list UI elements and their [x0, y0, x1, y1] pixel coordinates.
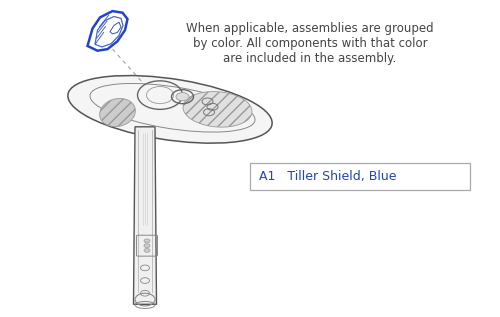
Circle shape: [144, 239, 150, 243]
Circle shape: [144, 244, 150, 248]
Ellipse shape: [183, 92, 252, 127]
Circle shape: [144, 249, 150, 252]
Text: When applicable, assemblies are grouped
by color. All components with that color: When applicable, assemblies are grouped …: [186, 22, 434, 65]
Circle shape: [176, 93, 189, 101]
FancyBboxPatch shape: [250, 163, 470, 190]
Polygon shape: [134, 127, 156, 304]
Ellipse shape: [68, 75, 272, 143]
Ellipse shape: [100, 99, 136, 126]
Text: A1   Tiller Shield, Blue: A1 Tiller Shield, Blue: [259, 170, 396, 183]
